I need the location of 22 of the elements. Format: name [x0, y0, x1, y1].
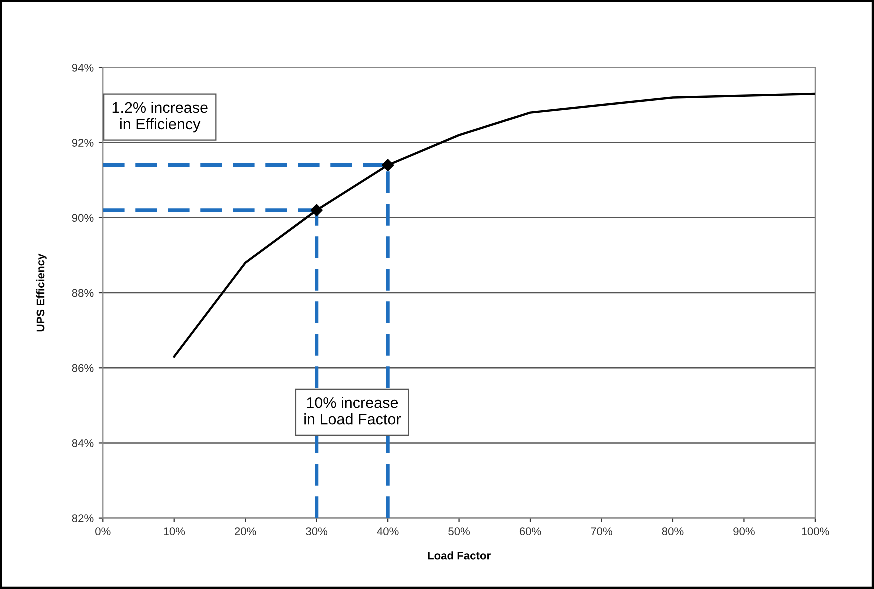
x-tick-label: 100% — [802, 528, 830, 536]
y-tick-label: 86% — [72, 364, 94, 372]
x-tick-label: 60% — [520, 528, 542, 536]
x-tick-label: 50% — [448, 528, 470, 536]
annotation: 10% increase in Load Factor — [304, 397, 402, 425]
y-tick-label: 92% — [72, 139, 94, 147]
y-axis-title: UPS Efficiency — [36, 254, 47, 332]
x-tick-label: 10% — [164, 528, 186, 536]
x-axis-title: Load Factor — [428, 552, 491, 560]
x-tick-label: 40% — [377, 528, 399, 536]
y-tick-label: 82% — [72, 514, 94, 522]
x-tick-label: 30% — [306, 528, 328, 536]
annotation: 1.2% increase in Efficiency — [112, 102, 208, 133]
y-tick-label: 90% — [72, 214, 94, 222]
x-tick-label: 80% — [662, 528, 684, 536]
y-tick-label: 94% — [72, 64, 94, 72]
x-tick-label: 90% — [734, 528, 755, 536]
y-tick-label: 88% — [72, 289, 94, 298]
x-tick-label: 70% — [591, 528, 612, 536]
x-tick-label: 0% — [96, 528, 111, 536]
y-tick-label: 84% — [72, 439, 94, 448]
x-tick-label: 20% — [235, 528, 256, 536]
